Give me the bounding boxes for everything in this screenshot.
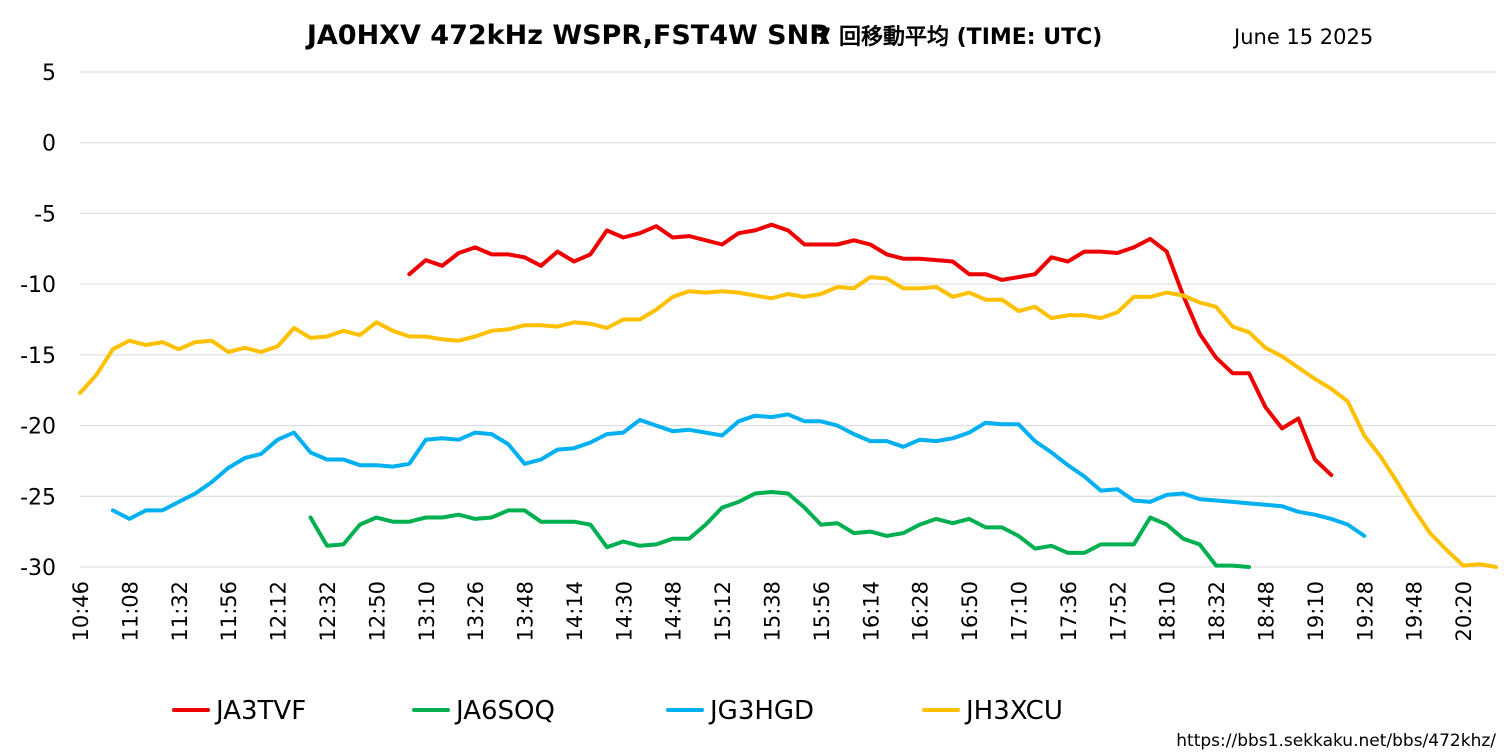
chart-date: June 15 2025 (1232, 25, 1373, 49)
x-tick-label: 16:28 (909, 581, 933, 642)
chart-title-main: JA0HXV 472kHz WSPR,FST4W SNR (305, 20, 830, 51)
x-tick-label: 12:32 (316, 581, 340, 642)
y-tick-label: -25 (20, 485, 56, 510)
y-tick-label: 0 (42, 132, 56, 157)
legend-label: JH3XCU (964, 696, 1063, 726)
x-tick-label: 14:48 (662, 581, 686, 642)
x-tick-label: 18:10 (1156, 581, 1180, 642)
x-tick-label: 13:26 (464, 581, 488, 642)
chart-title-note: 7 回移動平均 (TIME: UTC) (816, 24, 1102, 50)
chart-title: JA0HXV 472kHz WSPR,FST4W SNR 7 回移動平均 (TI… (305, 20, 1373, 51)
legend-item-jg3hgd: JG3HGD (666, 696, 814, 726)
x-tick-label: 15:56 (810, 581, 834, 642)
x-axis: 10:46 11:08 11:32 11:56 12:12 12:32 12:50 13:10… (69, 581, 1476, 642)
x-tick-label: 18:32 (1205, 581, 1229, 642)
legend-label: JA3TVF (214, 696, 306, 726)
x-tick-label: 16:50 (958, 581, 982, 642)
gridlines (80, 71, 1496, 568)
series-line-ja3tvf (407, 222, 1334, 478)
x-tick-label: 19:28 (1353, 581, 1377, 642)
legend-label: JA6SOQ (454, 696, 555, 726)
x-tick-label: 12:50 (365, 581, 389, 642)
x-tick-label: 11:08 (118, 581, 142, 642)
y-tick-label: -20 (20, 415, 56, 440)
y-tick-label: 5 (42, 61, 56, 86)
y-tick-label: -30 (20, 556, 56, 581)
y-tick-label: -5 (34, 202, 56, 227)
x-tick-label: 17:10 (1008, 581, 1032, 642)
x-tick-label: 17:36 (1057, 581, 1081, 642)
x-tick-label: 12:12 (267, 581, 291, 642)
x-tick-label: 13:48 (514, 581, 538, 642)
legend-item-ja6soq: JA6SOQ (412, 696, 555, 726)
y-tick-label: -10 (20, 273, 56, 298)
x-tick-label: 15:38 (761, 581, 785, 642)
series-line-jh3xcu (78, 275, 1498, 569)
x-tick-label: 15:12 (711, 581, 735, 642)
series-line-jg3hgd (110, 412, 1367, 538)
x-tick-label: 14:14 (563, 581, 587, 642)
legend-label: JG3HGD (708, 696, 814, 726)
source-url[interactable]: https://bbs1.sekkaku.net/bbs/472khz/ (1176, 731, 1496, 751)
x-tick-label: 16:14 (859, 581, 883, 642)
series-line-ja6soq (308, 490, 1251, 569)
x-tick-label: 14:30 (612, 581, 636, 642)
y-axis: 5 0 -5 -10 -15 -20 -25 -30 (20, 61, 56, 581)
x-tick-label: 11:32 (168, 581, 192, 642)
x-tick-label: 20:20 (1452, 581, 1476, 642)
x-tick-label: 10:46 (69, 581, 93, 642)
y-tick-label: -15 (20, 344, 56, 369)
x-tick-label: 17:52 (1106, 581, 1130, 642)
x-tick-label: 19:48 (1403, 581, 1427, 642)
x-tick-label: 19:10 (1304, 581, 1328, 642)
legend-item-ja3tvf: JA3TVF (172, 696, 306, 726)
plot-area (78, 222, 1498, 569)
x-tick-label: 11:56 (217, 581, 241, 642)
legend-item-jh3xcu: JH3XCU (922, 696, 1063, 726)
legend: JA3TVF JA6SOQ JG3HGD JH3XCU (172, 696, 1063, 726)
x-tick-label: 18:48 (1254, 581, 1278, 642)
x-tick-label: 13:10 (415, 581, 439, 642)
